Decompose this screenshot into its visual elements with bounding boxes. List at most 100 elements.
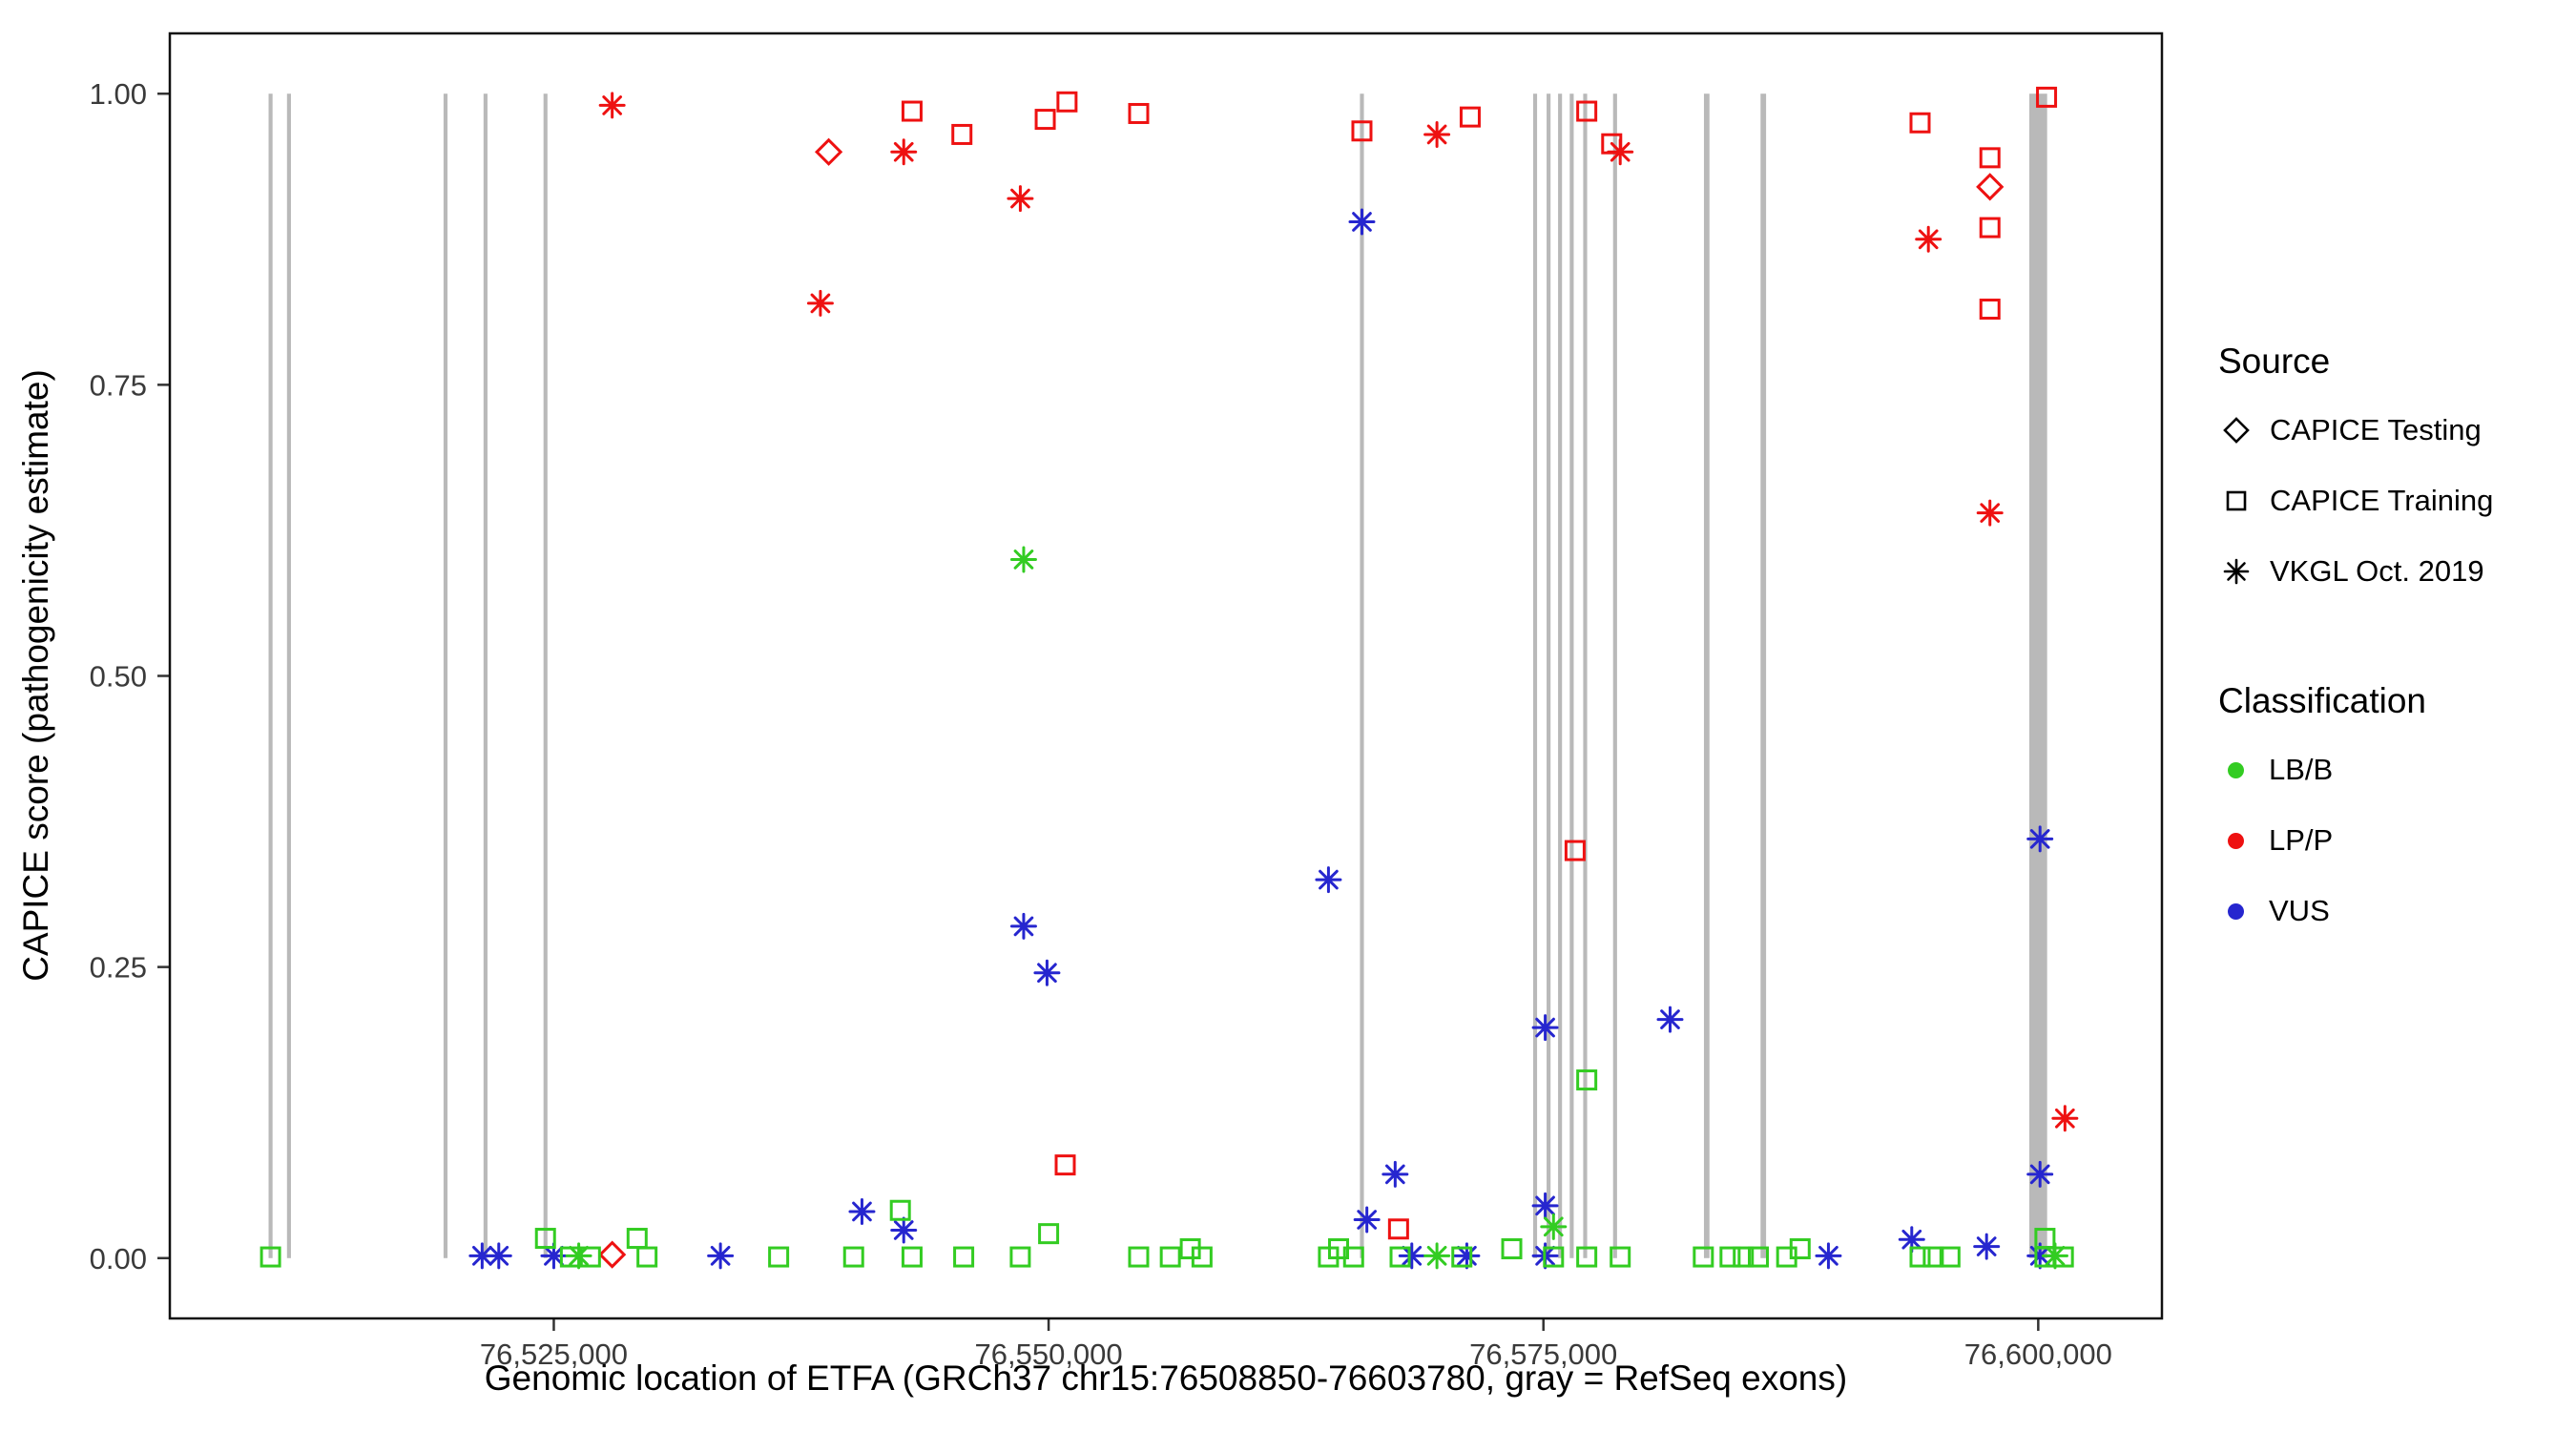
legend-source-title: Source — [2218, 342, 2331, 381]
data-point-square — [1159, 1246, 1181, 1268]
data-point-square — [1056, 91, 1078, 113]
legend-item-vkgl: VKGL Oct. 2019 — [2218, 536, 2562, 607]
data-point-asterisk — [1381, 1160, 1409, 1188]
x-tick-label: 76,550,000 — [975, 1338, 1123, 1371]
data-point-asterisk — [2051, 1105, 2079, 1132]
data-point-asterisk — [1976, 499, 2004, 527]
data-point-square — [1128, 1246, 1150, 1268]
data-point-square — [2036, 86, 2058, 108]
plot-panel-border — [168, 31, 2164, 1320]
data-point-asterisk — [1531, 1192, 1559, 1219]
exon-bar — [1360, 93, 1364, 1258]
data-point-asterisk — [890, 1216, 918, 1244]
data-point-square — [1389, 1246, 1411, 1268]
exon-bar — [1703, 93, 1710, 1258]
data-point-square — [1576, 1246, 1598, 1268]
data-point-asterisk — [1423, 1242, 1451, 1270]
square-icon — [2218, 483, 2254, 519]
data-point-square — [579, 1246, 601, 1268]
asterisk-icon — [2218, 553, 2254, 590]
data-point-asterisk — [1656, 1006, 1684, 1033]
data-point-asterisk — [707, 1242, 735, 1270]
data-point-square — [889, 1199, 911, 1221]
lbb-color-dot-icon — [2228, 761, 2244, 778]
legend: Source CAPICE Testing CAPICE Training — [2218, 342, 2562, 946]
data-point-square — [1543, 1246, 1565, 1268]
legend-item-lbb: LB/B — [2218, 735, 2562, 805]
lpp-color-dot-icon — [2228, 832, 2244, 849]
y-tick-label: 0.00 — [90, 1242, 147, 1275]
data-point-square — [1601, 133, 1623, 155]
x-tick-label: 76,575,000 — [1469, 1338, 1617, 1371]
diamond-icon — [2218, 412, 2254, 448]
data-point-square — [1009, 1246, 1031, 1268]
data-point-square — [1387, 1218, 1409, 1240]
data-point-asterisk — [1348, 208, 1376, 236]
exon-bar — [1558, 93, 1563, 1258]
legend-label: VUS — [2269, 894, 2330, 927]
data-point-asterisk — [1898, 1226, 1925, 1254]
legend-classification-title: Classification — [2218, 681, 2426, 720]
data-point-square — [1979, 147, 2001, 169]
x-tick-label: 76,525,000 — [480, 1338, 628, 1371]
exon-bar — [286, 93, 291, 1258]
legend-item-capice-testing: CAPICE Testing — [2218, 395, 2562, 466]
data-point-asterisk — [1453, 1242, 1481, 1270]
data-point-asterisk — [540, 1242, 568, 1270]
data-point-asterisk — [598, 92, 626, 119]
x-tick-label: 76,600,000 — [1964, 1338, 2112, 1371]
data-point-square — [1693, 1246, 1714, 1268]
data-point-square — [1610, 1246, 1631, 1268]
data-point-asterisk — [890, 138, 918, 166]
data-point-asterisk — [1540, 1213, 1568, 1240]
y-tick-label: 0.75 — [90, 368, 147, 402]
data-point-asterisk — [806, 289, 834, 317]
data-point-square — [1576, 1069, 1598, 1091]
data-point-square — [1351, 120, 1373, 142]
data-point-square — [1342, 1246, 1364, 1268]
data-point-square — [559, 1246, 581, 1268]
y-tick-label: 1.00 — [90, 77, 147, 111]
exon-bar — [2029, 93, 2047, 1258]
exon-bar — [1583, 93, 1588, 1258]
data-point-square — [1054, 1154, 1076, 1176]
exon-bar — [443, 93, 448, 1258]
data-point-square — [1564, 840, 1586, 861]
data-point-square — [1501, 1238, 1523, 1260]
data-point-asterisk — [485, 1242, 512, 1270]
data-point-asterisk — [2026, 825, 2054, 853]
data-point-asterisk — [1007, 185, 1034, 213]
data-point-square — [1038, 1223, 1060, 1245]
exon-bar — [268, 93, 273, 1258]
data-point-square — [1719, 1246, 1741, 1268]
data-point-square — [534, 1228, 556, 1250]
data-point-square — [901, 1246, 923, 1268]
vus-color-dot-icon — [2228, 902, 2244, 920]
legend-item-vus: VUS — [2218, 876, 2562, 946]
data-point-square — [1748, 1246, 1770, 1268]
legend-label: VKGL Oct. 2019 — [2270, 554, 2484, 588]
data-point-diamond — [1976, 173, 2005, 201]
data-point-square — [1909, 1246, 1931, 1268]
legend-label: CAPICE Testing — [2270, 413, 2482, 446]
data-point-asterisk — [1815, 1242, 1842, 1270]
data-point-asterisk — [1315, 866, 1342, 894]
data-point-square — [260, 1246, 281, 1268]
y-tick-label: 0.25 — [90, 951, 147, 985]
data-point-square — [1576, 100, 1598, 122]
legend-item-capice-training: CAPICE Training — [2218, 466, 2562, 536]
data-point-square — [1128, 102, 1150, 124]
data-point-square — [1459, 106, 1481, 128]
y-axis-title: CAPICE score (pathogenicity estimate) — [16, 369, 55, 982]
data-point-square — [1979, 217, 2001, 238]
exon-bar — [1547, 93, 1551, 1258]
data-point-square — [1789, 1238, 1811, 1260]
data-point-asterisk — [1531, 1014, 1559, 1042]
data-point-square — [951, 123, 973, 145]
data-point-asterisk — [1915, 225, 1942, 253]
data-point-asterisk — [1398, 1242, 1425, 1270]
data-point-asterisk — [1033, 959, 1061, 986]
data-point-square — [1939, 1246, 1961, 1268]
data-point-asterisk — [848, 1197, 876, 1225]
